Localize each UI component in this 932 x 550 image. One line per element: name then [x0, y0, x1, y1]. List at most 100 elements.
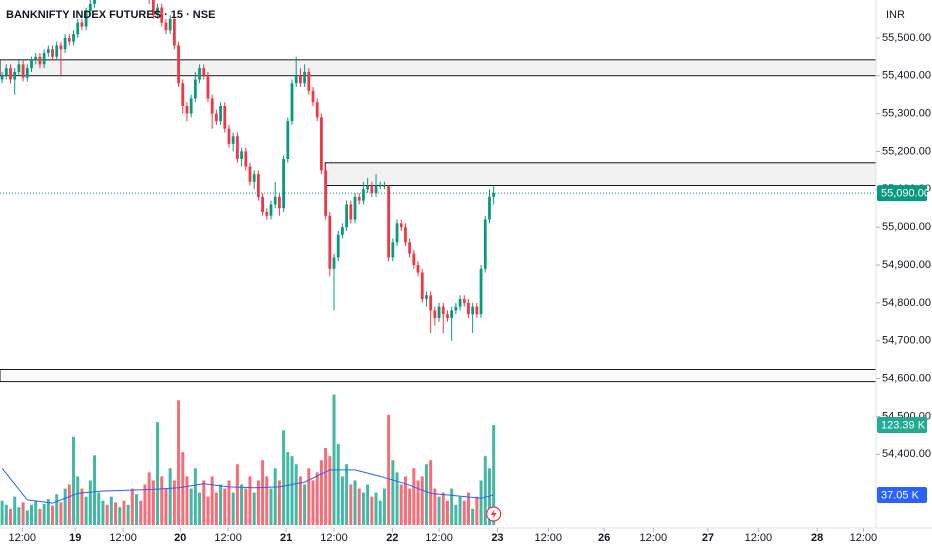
candle-body	[286, 121, 290, 159]
candle-body	[303, 71, 307, 84]
candle-body	[88, 3, 92, 12]
candle-body	[72, 34, 75, 42]
volume-bar	[189, 488, 193, 525]
candle-body	[307, 71, 311, 91]
candle-body	[324, 170, 328, 216]
volume-bar	[210, 476, 214, 525]
candle-body	[299, 75, 302, 84]
volume-bar	[156, 422, 160, 525]
candle-body	[210, 98, 214, 114]
candle-body	[341, 227, 344, 235]
candle-body	[219, 106, 222, 122]
candle-body	[311, 90, 315, 103]
volume-bar	[332, 394, 336, 525]
volume-bar	[378, 500, 382, 525]
volume-bar	[265, 476, 269, 525]
volume-bar	[315, 472, 319, 525]
y-tick-label: 55,300.00	[882, 107, 931, 119]
candle-body	[437, 306, 441, 318]
volume-bar	[59, 502, 63, 525]
volume-bar	[114, 502, 118, 525]
candle-body	[488, 196, 491, 220]
candle-body	[450, 310, 454, 318]
candle-body	[357, 196, 361, 201]
event-icon-bolt	[490, 509, 497, 519]
candle-body	[336, 234, 340, 258]
x-tick-label: 12:00	[109, 532, 137, 544]
volume-bar	[177, 400, 181, 525]
volume-bar	[97, 492, 101, 525]
candle-body	[328, 215, 332, 269]
candle-body	[383, 185, 386, 187]
candle-body	[462, 299, 466, 303]
candle-body	[458, 299, 462, 307]
candle-body	[454, 306, 458, 311]
candle-body	[492, 193, 496, 197]
zone	[0, 368, 876, 383]
volume-bar	[46, 499, 50, 525]
volume-bar	[487, 468, 491, 525]
candle-body	[370, 185, 374, 194]
candle-body	[202, 68, 206, 76]
volume-bar	[450, 488, 454, 525]
volume-bar	[433, 488, 437, 525]
plot-area	[0, 0, 876, 525]
x-tick-label: 27	[702, 532, 714, 544]
axes: 54,400.0054,500.0054,600.0054,700.0054,8…	[9, 32, 931, 544]
volume-bar	[290, 456, 294, 525]
candle-body	[353, 196, 357, 220]
candle-body	[395, 223, 399, 243]
candle-body	[151, 0, 155, 16]
volume-bar	[319, 460, 323, 525]
candle-body	[374, 185, 378, 194]
last-price-label: 55,090.00	[881, 187, 930, 199]
volume-bar	[231, 492, 235, 525]
volume-bar	[357, 488, 361, 525]
candle-body	[59, 45, 63, 50]
volume-bar	[202, 480, 206, 525]
volume-bar	[63, 488, 67, 525]
candle-body	[51, 49, 54, 57]
volume-bar	[206, 496, 210, 525]
volume-bar	[240, 484, 244, 525]
volume-bar	[382, 488, 386, 525]
volume-bar	[458, 496, 462, 525]
zone	[0, 59, 876, 77]
volume-bar	[185, 476, 189, 525]
volume-bar	[9, 508, 13, 525]
volume-bar	[51, 505, 55, 525]
volume-bar	[151, 480, 155, 525]
volume-bar	[235, 464, 239, 525]
candle-body	[0, 75, 4, 80]
candle-body	[399, 223, 403, 228]
candle-body	[244, 151, 248, 167]
volume-bar	[370, 496, 374, 525]
x-tick-label: 20	[174, 532, 186, 544]
volume-bar	[34, 500, 38, 525]
volume-bar	[366, 484, 370, 525]
volume-bar	[4, 504, 8, 525]
volume-bar	[248, 476, 252, 525]
candle-body	[34, 56, 38, 61]
volume-bar	[252, 492, 256, 525]
candle-body	[412, 253, 416, 265]
x-tick-label: 22	[386, 532, 398, 544]
candle-body	[21, 64, 25, 78]
volume-bar	[147, 472, 151, 525]
candle-body	[290, 83, 294, 122]
volume-label-box	[877, 417, 927, 434]
volume-bar	[21, 502, 25, 525]
candle-body	[362, 189, 365, 201]
candle-body	[67, 37, 71, 42]
candle-body	[30, 60, 33, 69]
candle-body	[387, 185, 391, 258]
candle-body	[479, 268, 483, 315]
volume-bar	[93, 455, 97, 525]
candle-body	[378, 185, 382, 187]
volume-bar	[462, 500, 466, 525]
volume-bar	[17, 507, 21, 525]
candle-body	[13, 71, 17, 80]
candle-body	[294, 75, 298, 84]
candle-body	[55, 45, 59, 57]
